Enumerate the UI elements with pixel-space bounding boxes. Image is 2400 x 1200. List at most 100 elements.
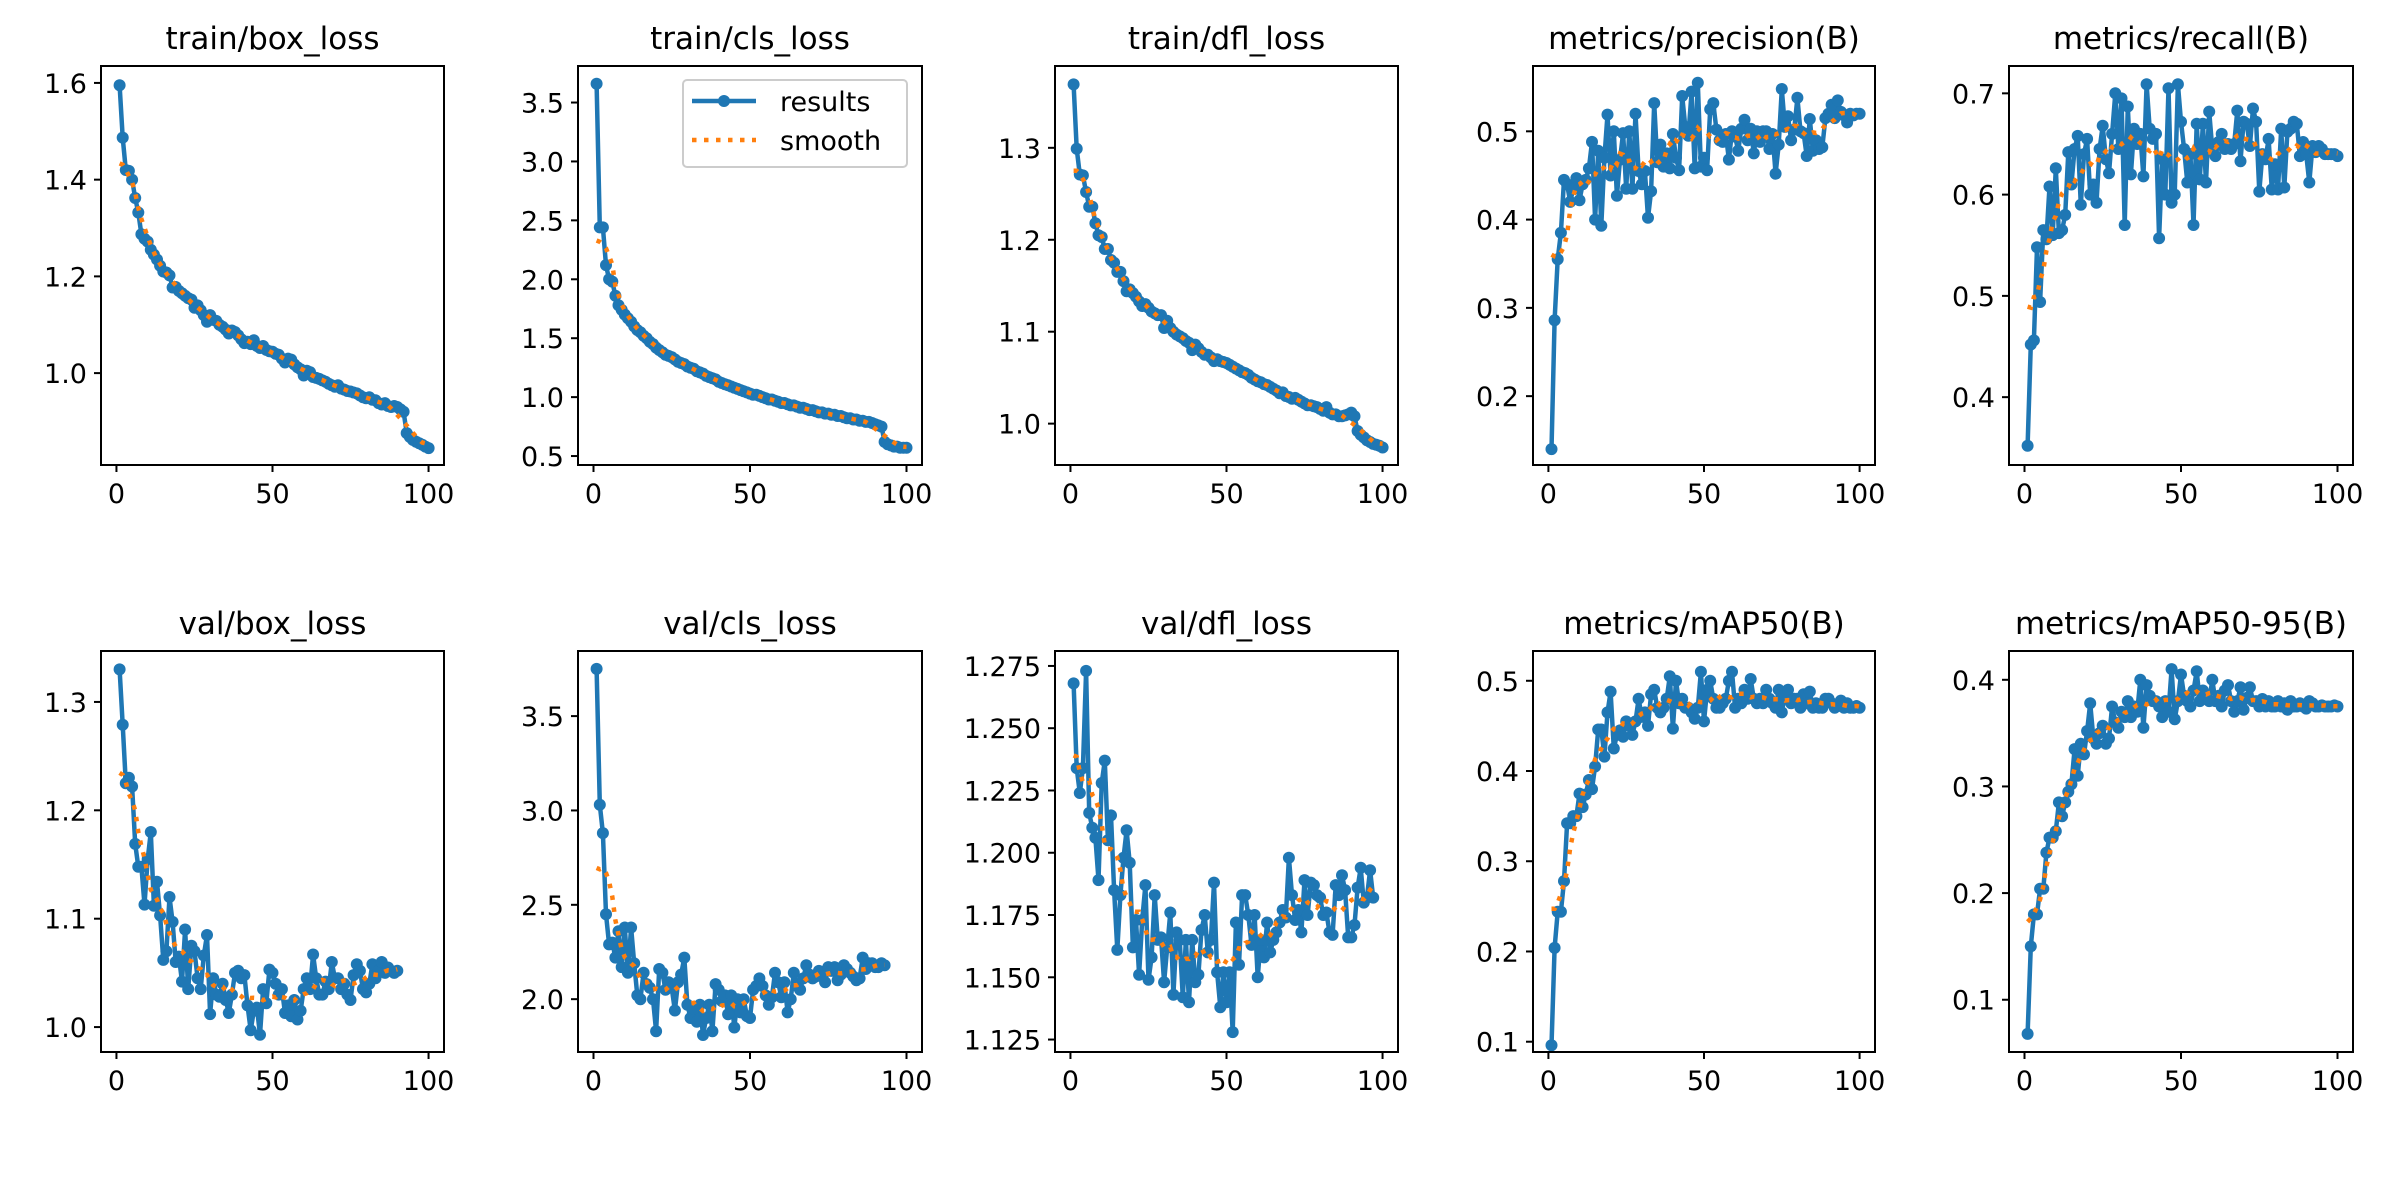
results-point bbox=[1367, 891, 1380, 904]
results-point bbox=[1320, 906, 1333, 919]
results-point bbox=[700, 1012, 713, 1024]
x-tick-label: 50 bbox=[733, 1066, 767, 1097]
results-point bbox=[2078, 148, 2090, 161]
results-point bbox=[344, 994, 357, 1006]
axes-frame bbox=[1054, 65, 1399, 466]
results-point bbox=[1607, 125, 1620, 138]
y-tick-label: 1.2 bbox=[44, 262, 87, 293]
results-point bbox=[138, 898, 151, 911]
results-point bbox=[1831, 94, 1844, 107]
results-point bbox=[656, 966, 669, 979]
results-point bbox=[2121, 100, 2134, 113]
results-point bbox=[1617, 730, 1630, 743]
results-point bbox=[1782, 110, 1794, 123]
results-point bbox=[325, 956, 338, 968]
results-point bbox=[191, 972, 204, 985]
y-tick-label: 1.225 bbox=[964, 776, 1041, 807]
results-point bbox=[2290, 117, 2303, 130]
results-point bbox=[147, 899, 160, 912]
results-point bbox=[1595, 723, 1608, 736]
subplot-2: train/dfl_loss 0 50 100 1.0 1.1 1.2 1.3 bbox=[998, 21, 1408, 510]
results-point bbox=[422, 442, 435, 455]
results-point bbox=[722, 1008, 735, 1021]
results-point bbox=[1239, 889, 1252, 902]
x-tick-label: 0 bbox=[2016, 1066, 2033, 1097]
y-tick-label: 3.5 bbox=[521, 702, 564, 733]
results-point bbox=[1601, 108, 1614, 121]
results-point bbox=[784, 993, 797, 1006]
results-point bbox=[621, 966, 634, 979]
results-point bbox=[257, 983, 270, 996]
results-point bbox=[1769, 167, 1782, 180]
results-point bbox=[1688, 712, 1701, 725]
results-point bbox=[2074, 737, 2087, 750]
results-point bbox=[1738, 113, 1751, 126]
results-point bbox=[1610, 189, 1623, 202]
y-tick-label: 1.3 bbox=[998, 134, 1041, 165]
results-point bbox=[2234, 155, 2247, 168]
y-tick-label: 1.1 bbox=[998, 318, 1041, 349]
x-tick-label: 100 bbox=[881, 479, 933, 510]
subplot-8: metrics/mAP50(B) 0 50 100 0.1 0.2 0.3 0.4 0.5 bbox=[1476, 606, 1885, 1097]
results-point bbox=[1307, 879, 1320, 892]
results-point bbox=[1642, 211, 1654, 224]
x-tick-label: 0 bbox=[1540, 479, 1557, 510]
x-tick-label: 100 bbox=[403, 479, 455, 510]
y-tick-label: 0.7 bbox=[1952, 79, 1995, 110]
x-tick-label: 100 bbox=[1834, 1066, 1886, 1097]
results-point bbox=[1673, 164, 1686, 177]
x-tick-label: 50 bbox=[1687, 1066, 1721, 1097]
results-point bbox=[2134, 127, 2147, 140]
results-point bbox=[1186, 933, 1199, 946]
y-tick-label: 1.1 bbox=[44, 905, 87, 936]
results-point bbox=[787, 966, 800, 979]
results-point bbox=[1167, 988, 1180, 1001]
y-tick-label: 3.0 bbox=[521, 796, 564, 827]
results-point bbox=[1772, 138, 1785, 151]
results-point bbox=[250, 1001, 263, 1014]
results-point bbox=[675, 968, 688, 981]
subplot-title: metrics/mAP50-95(B) bbox=[2015, 606, 2347, 642]
results-point bbox=[2087, 178, 2100, 191]
results-point bbox=[800, 959, 813, 972]
results-point bbox=[2059, 208, 2072, 221]
results-point bbox=[668, 1004, 681, 1017]
results-point bbox=[647, 993, 659, 1006]
y-tick-label: 0.5 bbox=[1952, 282, 1995, 313]
y-tick-label: 0.2 bbox=[1476, 382, 1519, 413]
results-point bbox=[116, 131, 129, 144]
results-point bbox=[1598, 750, 1611, 763]
results-point bbox=[1080, 664, 1093, 677]
y-tick-label: 0.1 bbox=[1952, 986, 1995, 1017]
results-point bbox=[1722, 153, 1735, 166]
subplot-title: train/cls_loss bbox=[650, 21, 850, 57]
results-point bbox=[1301, 909, 1314, 921]
x-tick-label: 100 bbox=[1834, 479, 1886, 510]
y-tick-label: 0.4 bbox=[1952, 383, 1995, 414]
results-point bbox=[2240, 117, 2253, 130]
results-point bbox=[2040, 846, 2053, 859]
results-point bbox=[1554, 905, 1567, 918]
results-point bbox=[1067, 677, 1080, 690]
results-point bbox=[1292, 904, 1305, 916]
results-point bbox=[254, 1028, 266, 1041]
results-point bbox=[2049, 162, 2062, 175]
results-point bbox=[216, 977, 229, 990]
x-tick-label: 50 bbox=[2164, 1066, 2198, 1097]
x-tick-label: 100 bbox=[1357, 1066, 1409, 1097]
results-line bbox=[2025, 81, 2339, 446]
results-point bbox=[1694, 665, 1707, 678]
x-tick-label: 0 bbox=[108, 479, 125, 510]
results-point bbox=[590, 662, 603, 675]
results-point bbox=[126, 173, 139, 186]
x-tick-label: 0 bbox=[1540, 1066, 1557, 1097]
results-point bbox=[1251, 971, 1264, 984]
results-point bbox=[606, 936, 619, 949]
results-point bbox=[222, 1007, 235, 1019]
y-tick-label: 0.4 bbox=[1476, 206, 1519, 237]
y-tick-label: 1.0 bbox=[44, 1013, 87, 1044]
results-point bbox=[775, 991, 788, 1004]
results-point bbox=[2184, 700, 2197, 713]
results-point bbox=[116, 718, 129, 731]
